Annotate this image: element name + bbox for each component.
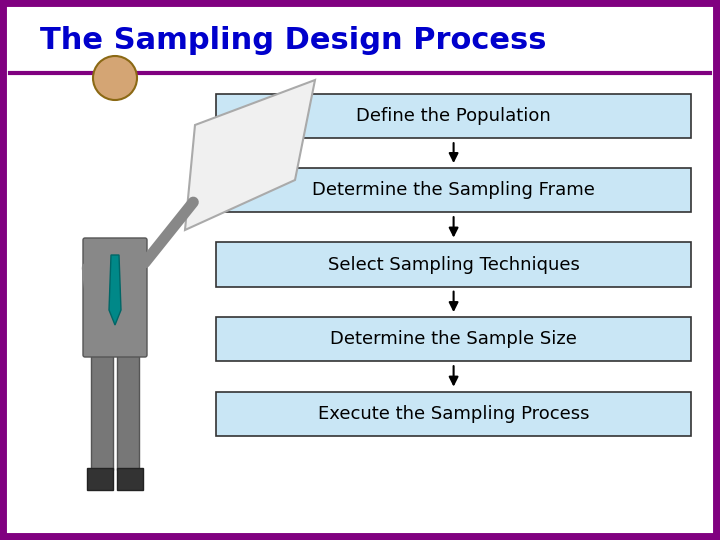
Text: Select Sampling Techniques: Select Sampling Techniques	[328, 255, 580, 274]
Text: Execute the Sampling Process: Execute the Sampling Process	[318, 404, 590, 423]
Bar	[117, 345, 139, 470]
FancyArrowPatch shape	[145, 202, 193, 263]
Text: The Sampling Design Process: The Sampling Design Process	[40, 26, 546, 55]
Text: Define the Population: Define the Population	[356, 107, 551, 125]
Bar	[87, 468, 113, 490]
Bar	[216, 317, 691, 361]
Text: Determine the Sampling Frame: Determine the Sampling Frame	[312, 181, 595, 199]
Bar	[216, 242, 691, 287]
Circle shape	[93, 56, 137, 100]
Bar	[216, 94, 691, 138]
Polygon shape	[109, 255, 121, 325]
Polygon shape	[185, 80, 315, 230]
FancyArrowPatch shape	[87, 268, 95, 338]
Bar	[117, 468, 143, 490]
Bar	[87, 240, 143, 350]
Bar	[216, 392, 691, 436]
FancyBboxPatch shape	[83, 238, 147, 357]
Bar	[216, 168, 691, 212]
Text: Determine the Sample Size: Determine the Sample Size	[330, 330, 577, 348]
Bar	[91, 345, 113, 470]
